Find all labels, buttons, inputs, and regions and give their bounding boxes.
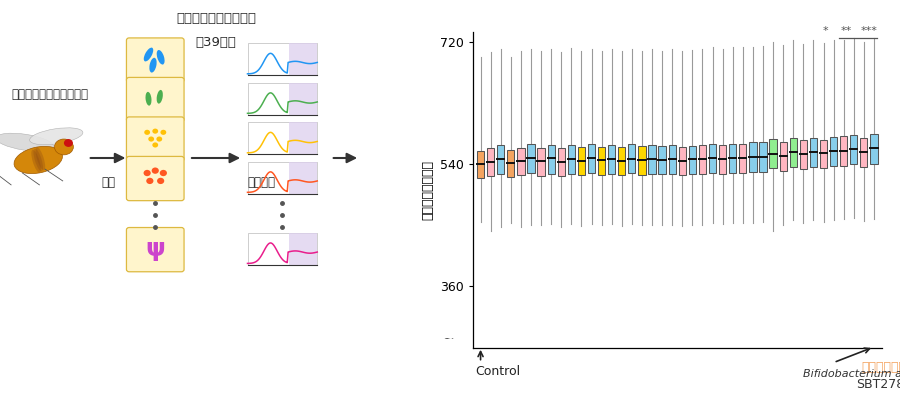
Text: ≈: ≈: [443, 334, 454, 348]
Bar: [760, 142, 767, 171]
Ellipse shape: [33, 149, 43, 171]
Ellipse shape: [157, 136, 162, 141]
FancyBboxPatch shape: [126, 38, 184, 82]
Ellipse shape: [64, 139, 73, 147]
Bar: [289, 43, 317, 75]
Bar: [729, 144, 736, 173]
Bar: [638, 147, 645, 175]
Bar: [669, 145, 676, 174]
Bar: [289, 122, 317, 154]
Text: ψ: ψ: [145, 237, 166, 261]
Ellipse shape: [32, 150, 40, 173]
Text: ビフィズス菌: ビフィズス菌: [861, 361, 900, 374]
Bar: [537, 149, 544, 176]
Bar: [618, 147, 626, 175]
Bar: [628, 145, 635, 173]
Bar: [547, 145, 554, 174]
Bar: [800, 140, 807, 169]
Ellipse shape: [157, 50, 165, 64]
Ellipse shape: [157, 90, 163, 103]
Bar: [248, 162, 317, 194]
Text: 0: 0: [446, 346, 454, 359]
Ellipse shape: [0, 133, 54, 151]
Bar: [248, 122, 317, 154]
Text: ***: ***: [860, 26, 878, 36]
Ellipse shape: [152, 143, 158, 148]
Bar: [568, 145, 575, 174]
Ellipse shape: [152, 129, 158, 134]
Text: キイロショウジョウバエ: キイロショウジョウバエ: [11, 88, 88, 101]
Text: Control: Control: [475, 365, 521, 378]
Bar: [648, 145, 656, 174]
Ellipse shape: [146, 92, 151, 105]
Text: 睡眠評価: 睡眠評価: [247, 176, 275, 189]
FancyBboxPatch shape: [126, 117, 184, 161]
Bar: [840, 136, 847, 166]
Ellipse shape: [149, 58, 157, 73]
Bar: [659, 147, 666, 174]
Y-axis label: 夜間睡眠量（分）: 夜間睡眠量（分）: [421, 160, 434, 220]
Text: 摂食: 摂食: [101, 176, 115, 189]
FancyBboxPatch shape: [126, 156, 184, 201]
Ellipse shape: [160, 170, 167, 176]
Bar: [487, 149, 494, 176]
Bar: [248, 43, 317, 75]
Bar: [442, 339, 457, 358]
Bar: [698, 145, 706, 174]
Ellipse shape: [144, 170, 151, 176]
Bar: [508, 150, 515, 177]
Ellipse shape: [14, 147, 62, 173]
Bar: [248, 233, 317, 265]
Bar: [518, 148, 525, 175]
Bar: [477, 150, 484, 178]
FancyBboxPatch shape: [126, 77, 184, 122]
Ellipse shape: [144, 130, 150, 135]
Bar: [719, 145, 726, 174]
Bar: [688, 146, 696, 174]
Bar: [248, 83, 317, 115]
Bar: [289, 83, 317, 115]
Ellipse shape: [55, 139, 73, 155]
Bar: [497, 145, 504, 174]
Text: 記39菌種: 記39菌種: [195, 36, 237, 49]
Text: 乳酸菌・ビフィズス菌: 乳酸菌・ビフィズス菌: [176, 12, 256, 25]
Bar: [830, 137, 837, 166]
FancyBboxPatch shape: [126, 228, 184, 272]
Bar: [850, 135, 858, 164]
Bar: [779, 142, 787, 171]
Text: Bifidobacterium adolescentis: Bifidobacterium adolescentis: [803, 369, 900, 379]
Bar: [750, 142, 757, 172]
Ellipse shape: [144, 47, 153, 62]
Text: *: *: [823, 26, 828, 36]
Text: SBT2786: SBT2786: [856, 378, 900, 391]
Ellipse shape: [148, 136, 154, 141]
Bar: [789, 137, 796, 167]
Bar: [709, 144, 716, 173]
Bar: [679, 147, 686, 175]
Ellipse shape: [151, 167, 159, 174]
Ellipse shape: [146, 178, 153, 184]
Bar: [527, 145, 535, 173]
Ellipse shape: [30, 128, 83, 145]
Bar: [860, 138, 868, 167]
Bar: [289, 162, 317, 194]
Bar: [770, 139, 777, 168]
Ellipse shape: [160, 130, 166, 135]
Bar: [598, 147, 605, 175]
Bar: [870, 134, 878, 164]
Bar: [578, 147, 585, 175]
Bar: [588, 145, 595, 173]
Bar: [820, 140, 827, 168]
Bar: [739, 144, 746, 173]
Bar: [810, 137, 817, 167]
Bar: [289, 233, 317, 265]
Text: **: **: [842, 26, 852, 36]
Ellipse shape: [36, 147, 45, 170]
Bar: [558, 149, 565, 176]
Bar: [608, 145, 616, 174]
Ellipse shape: [158, 178, 164, 184]
